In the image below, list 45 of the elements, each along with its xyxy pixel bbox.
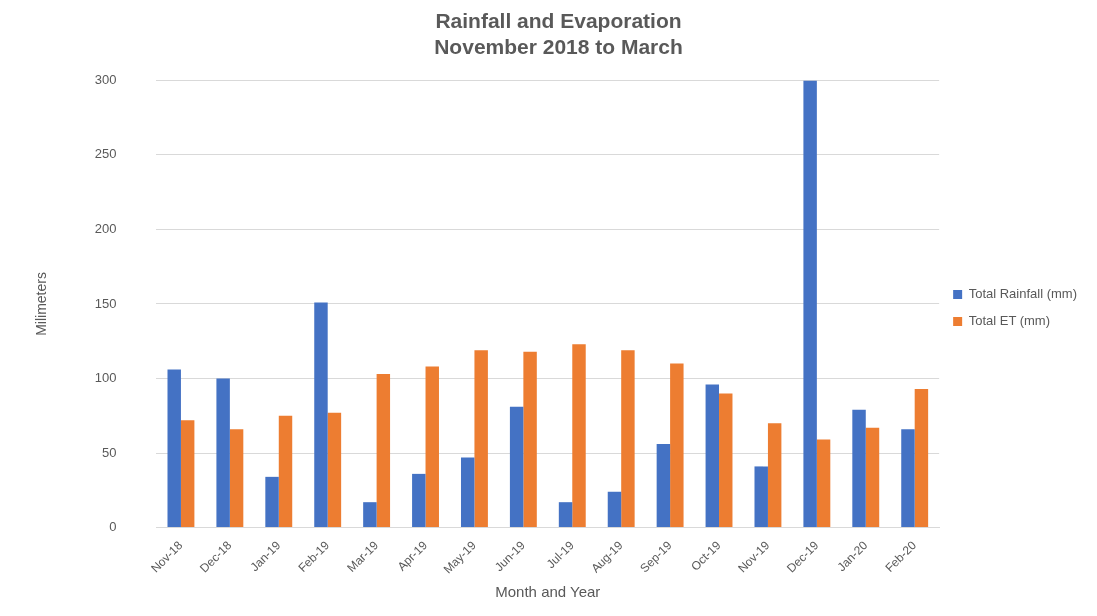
bar [865, 427, 880, 528]
bar [803, 80, 817, 528]
bar [167, 369, 181, 528]
y-tick-label: 300 [94, 71, 117, 87]
bar [670, 363, 684, 528]
y-tick-label: 200 [94, 221, 117, 237]
bar [229, 429, 244, 528]
bar [558, 502, 573, 528]
bar [852, 409, 866, 528]
bar [425, 366, 439, 528]
y-tick-label: 0 [109, 519, 117, 535]
bar [509, 406, 524, 528]
y-tick-label: 150 [94, 295, 117, 311]
bar [180, 420, 195, 528]
bar [523, 351, 537, 528]
bar [376, 374, 391, 528]
bar [474, 350, 488, 528]
bar [572, 344, 586, 528]
bar [621, 350, 635, 528]
bar [656, 444, 671, 528]
y-axis-title: Milimeters [33, 272, 50, 336]
bar [914, 388, 929, 528]
bar [314, 302, 328, 528]
bar [412, 473, 426, 528]
bar [363, 502, 377, 528]
bar [216, 378, 230, 528]
bar [754, 466, 768, 528]
chart-subtitle: November 2018 to March [434, 34, 683, 58]
bar [265, 476, 279, 528]
chart-title: Rainfall and Evaporation [435, 9, 682, 33]
legend-label: Total Rainfall (mm) [968, 286, 1077, 302]
bar [278, 415, 293, 528]
bar [767, 423, 782, 528]
bar [705, 384, 720, 528]
bar [719, 393, 733, 528]
bar [816, 439, 831, 528]
bar [460, 457, 475, 528]
y-tick-label: 250 [94, 146, 117, 162]
bar [901, 429, 915, 528]
bar [607, 491, 622, 528]
y-tick-label: 100 [94, 370, 117, 386]
bar [327, 412, 342, 528]
y-tick-label: 50 [102, 444, 117, 460]
x-axis-title: Month and Year [495, 583, 601, 601]
legend-label: Total ET (mm) [968, 313, 1051, 329]
